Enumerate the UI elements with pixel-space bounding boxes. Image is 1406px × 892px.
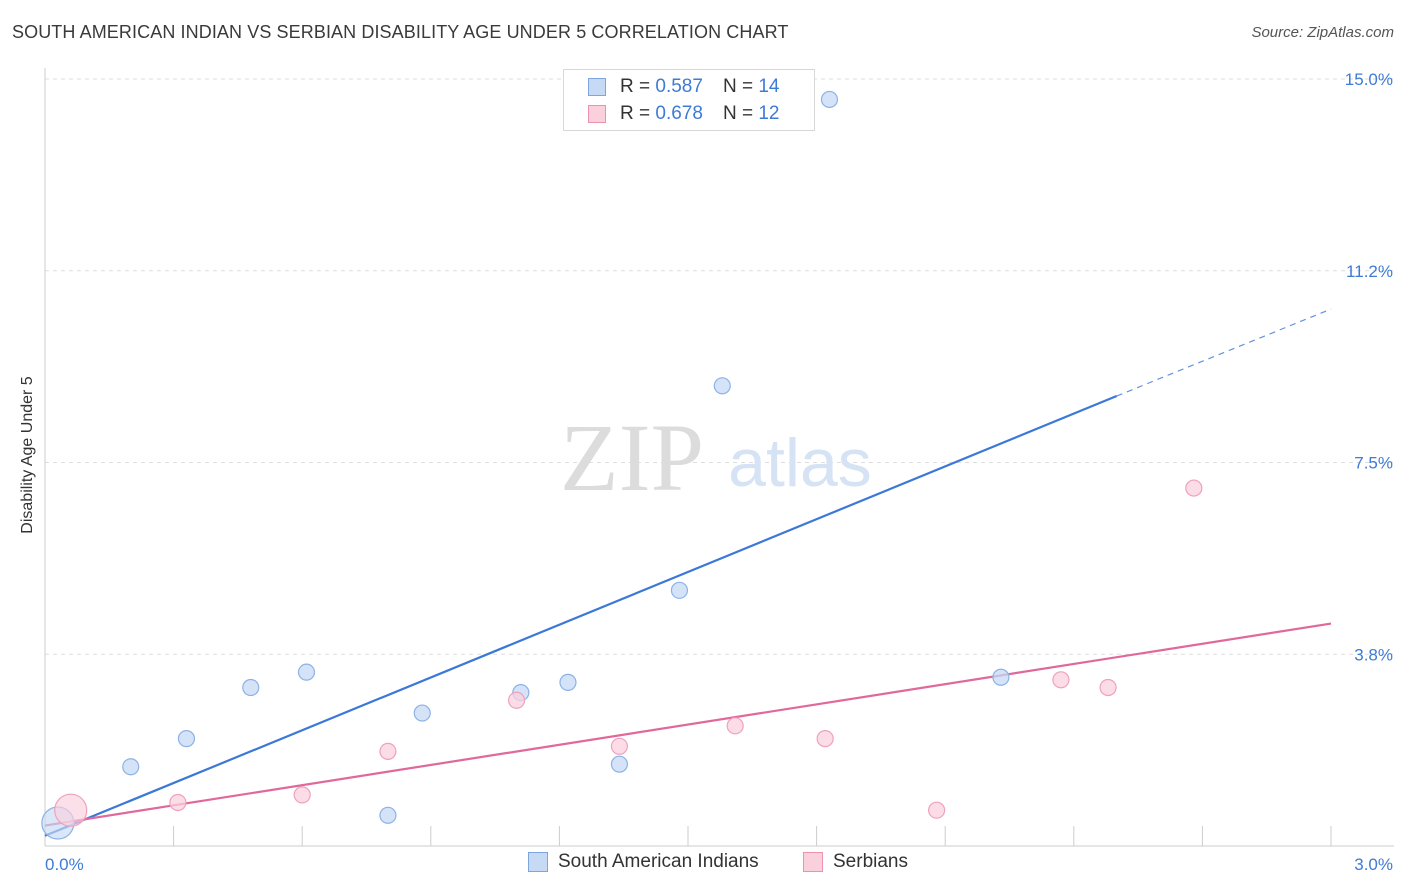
legend-n-label: N =	[722, 103, 754, 124]
data-point	[122, 758, 140, 776]
axes	[44, 68, 1394, 847]
legend-row-serbian: R = 0.678 N = 12	[588, 102, 779, 126]
stats-legend: R = 0.587 N = 14 R = 0.678 N = 12	[563, 69, 815, 131]
tick-labels: 3.8% 7.5% 11.2% 15.0% 0.0% 3.0%	[45, 70, 1393, 874]
legend-r-label: R =	[620, 103, 651, 124]
series-legend: South American Indians Serbians	[0, 851, 1406, 877]
data-point	[293, 786, 311, 804]
source-label: Source: ZipAtlas.com	[1251, 24, 1394, 41]
y-tick-label: 7.5%	[1354, 454, 1393, 473]
legend-r-value: 0.587	[655, 76, 703, 97]
data-point	[610, 755, 629, 773]
trend-line-extension	[1116, 308, 1332, 397]
data-point	[379, 742, 397, 761]
data-point	[820, 90, 839, 109]
watermark-zip: ZIP	[560, 404, 704, 511]
data-point	[507, 691, 526, 709]
legend-swatch-pink	[588, 105, 606, 123]
legend-r-value: 0.678	[655, 103, 703, 124]
legend-swatch-pink	[803, 852, 823, 872]
y-tick-label: 15.0%	[1345, 70, 1393, 89]
data-point	[177, 730, 196, 748]
data-points	[41, 90, 1203, 840]
data-point	[54, 793, 88, 827]
legend-item-label: South American Indians	[558, 851, 759, 872]
data-point	[559, 673, 577, 691]
data-point	[713, 377, 731, 395]
gridlines	[45, 78, 1394, 655]
data-point	[297, 663, 316, 681]
data-point	[726, 717, 744, 735]
trend-line	[44, 395, 1118, 837]
data-point	[379, 806, 397, 824]
legend-item-label: Serbians	[833, 851, 908, 872]
data-point	[670, 581, 689, 599]
data-point	[928, 801, 946, 819]
data-point	[610, 737, 629, 755]
data-point	[242, 678, 260, 697]
data-point	[1052, 671, 1070, 689]
x-tick-label: 3.0%	[1354, 855, 1393, 874]
y-tick-label: 3.8%	[1354, 645, 1393, 664]
data-point	[992, 668, 1010, 686]
legend-n-label: N =	[722, 76, 754, 97]
y-tick-label: 11.2%	[1346, 262, 1393, 281]
legend-swatch-blue	[528, 852, 548, 872]
data-point	[816, 730, 834, 748]
data-point	[169, 793, 187, 812]
legend-r-label: R =	[620, 76, 651, 97]
chart-title: SOUTH AMERICAN INDIAN VS SERBIAN DISABIL…	[12, 22, 789, 42]
legend-item-south-american-indians: South American Indians	[528, 851, 759, 873]
legend-n-value: 12	[758, 103, 780, 124]
legend-item-serbians: Serbians	[803, 851, 908, 873]
data-point	[1099, 678, 1117, 697]
legend-row-south-american: R = 0.587 N = 14	[588, 75, 779, 99]
data-point	[1185, 479, 1203, 497]
x-tick-label: 0.0%	[45, 855, 84, 874]
trend-line	[44, 622, 1332, 827]
legend-n-value: 14	[758, 76, 780, 97]
watermark-atlas: atlas	[728, 425, 872, 501]
trend-lines	[44, 308, 1332, 837]
legend-swatch-blue	[588, 78, 606, 96]
data-point	[413, 704, 431, 722]
